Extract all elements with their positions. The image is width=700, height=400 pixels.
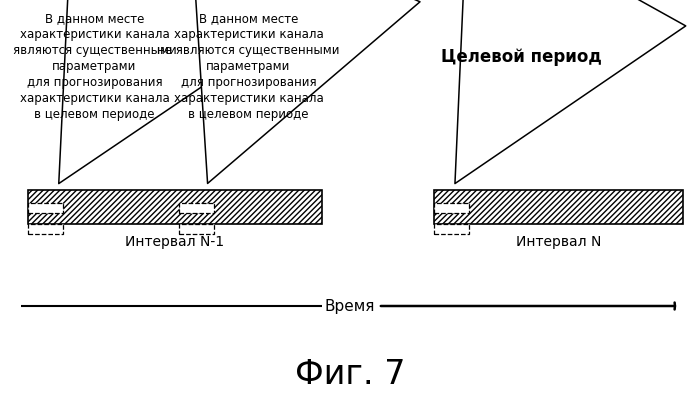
Text: Интервал N-1: Интервал N-1: [125, 235, 225, 249]
Bar: [28, 224, 63, 234]
Bar: [178, 224, 214, 234]
Bar: [434, 190, 682, 224]
Bar: [434, 203, 469, 213]
Text: В данном месте
характеристики канала
не являются существенными
параметрами
для п: В данном месте характеристики канала не …: [158, 12, 340, 121]
Bar: [28, 190, 322, 224]
Text: Целевой период: Целевой период: [441, 48, 602, 66]
Text: В данном месте
характеристики канала
являются существенными
параметрами
для прог: В данном месте характеристики канала явл…: [13, 12, 176, 121]
Bar: [434, 224, 469, 234]
Text: Интервал N: Интервал N: [516, 235, 601, 249]
Bar: [178, 203, 214, 213]
Text: Фиг. 7: Фиг. 7: [295, 358, 405, 390]
Bar: [28, 203, 63, 213]
Text: Время: Время: [325, 298, 375, 314]
